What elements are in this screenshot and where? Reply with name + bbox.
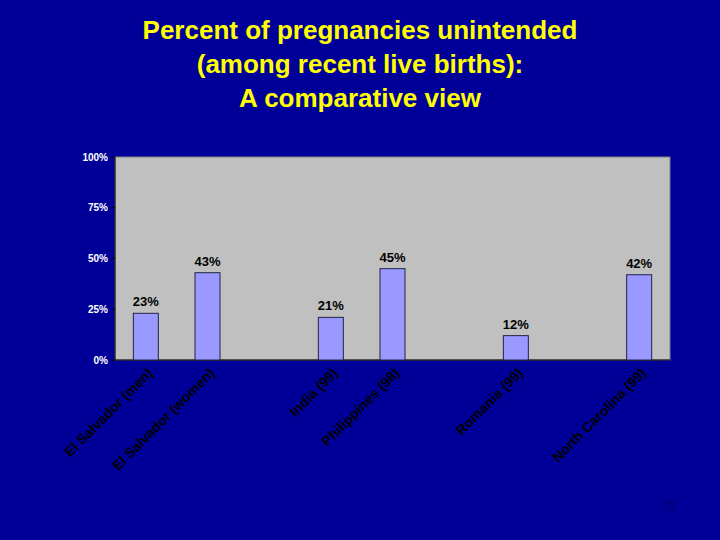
y-tick-label: 75% xyxy=(88,202,108,213)
chart-container: Percent of pregnancies unintended (among … xyxy=(0,0,720,540)
data-label: 23% xyxy=(133,294,159,309)
plot-area xyxy=(115,157,670,360)
y-tick-label: 0% xyxy=(94,355,109,366)
y-tick-label: 25% xyxy=(88,304,108,315)
data-label: 12% xyxy=(503,317,529,332)
x-tick-label: North Carolina (99) xyxy=(549,365,649,465)
y-tick xyxy=(111,258,115,259)
y-tick-label: 50% xyxy=(88,253,108,264)
title-line: A comparative view xyxy=(239,83,482,113)
y-tick xyxy=(111,157,115,158)
data-label: 43% xyxy=(194,254,220,269)
data-label: 42% xyxy=(626,256,652,271)
x-tick-label: India (99) xyxy=(286,365,341,420)
x-tick-label: Romania (99) xyxy=(452,365,525,438)
bar xyxy=(318,317,343,360)
bar xyxy=(627,275,652,360)
bar xyxy=(503,336,528,360)
bars xyxy=(133,269,651,360)
title-line: Percent of pregnancies unintended xyxy=(143,15,578,45)
chart-svg: Percent of pregnancies unintended (among … xyxy=(0,0,720,540)
bar xyxy=(133,313,158,360)
title: Percent of pregnancies unintended (among … xyxy=(143,15,578,113)
x-tick-label: Philippines (98) xyxy=(318,365,402,449)
y-tick xyxy=(111,207,115,208)
data-label: 45% xyxy=(379,250,405,265)
y-tick xyxy=(111,309,115,310)
title-line: (among recent live births): xyxy=(197,49,524,79)
page-number: 29 xyxy=(663,499,677,513)
bar xyxy=(380,269,405,360)
y-tick xyxy=(111,360,115,361)
data-label: 21% xyxy=(318,298,344,313)
y-tick-label: 100% xyxy=(82,152,108,163)
background xyxy=(0,0,720,540)
x-tick-label: El Salvador (women) xyxy=(109,365,218,474)
bar xyxy=(195,273,220,360)
